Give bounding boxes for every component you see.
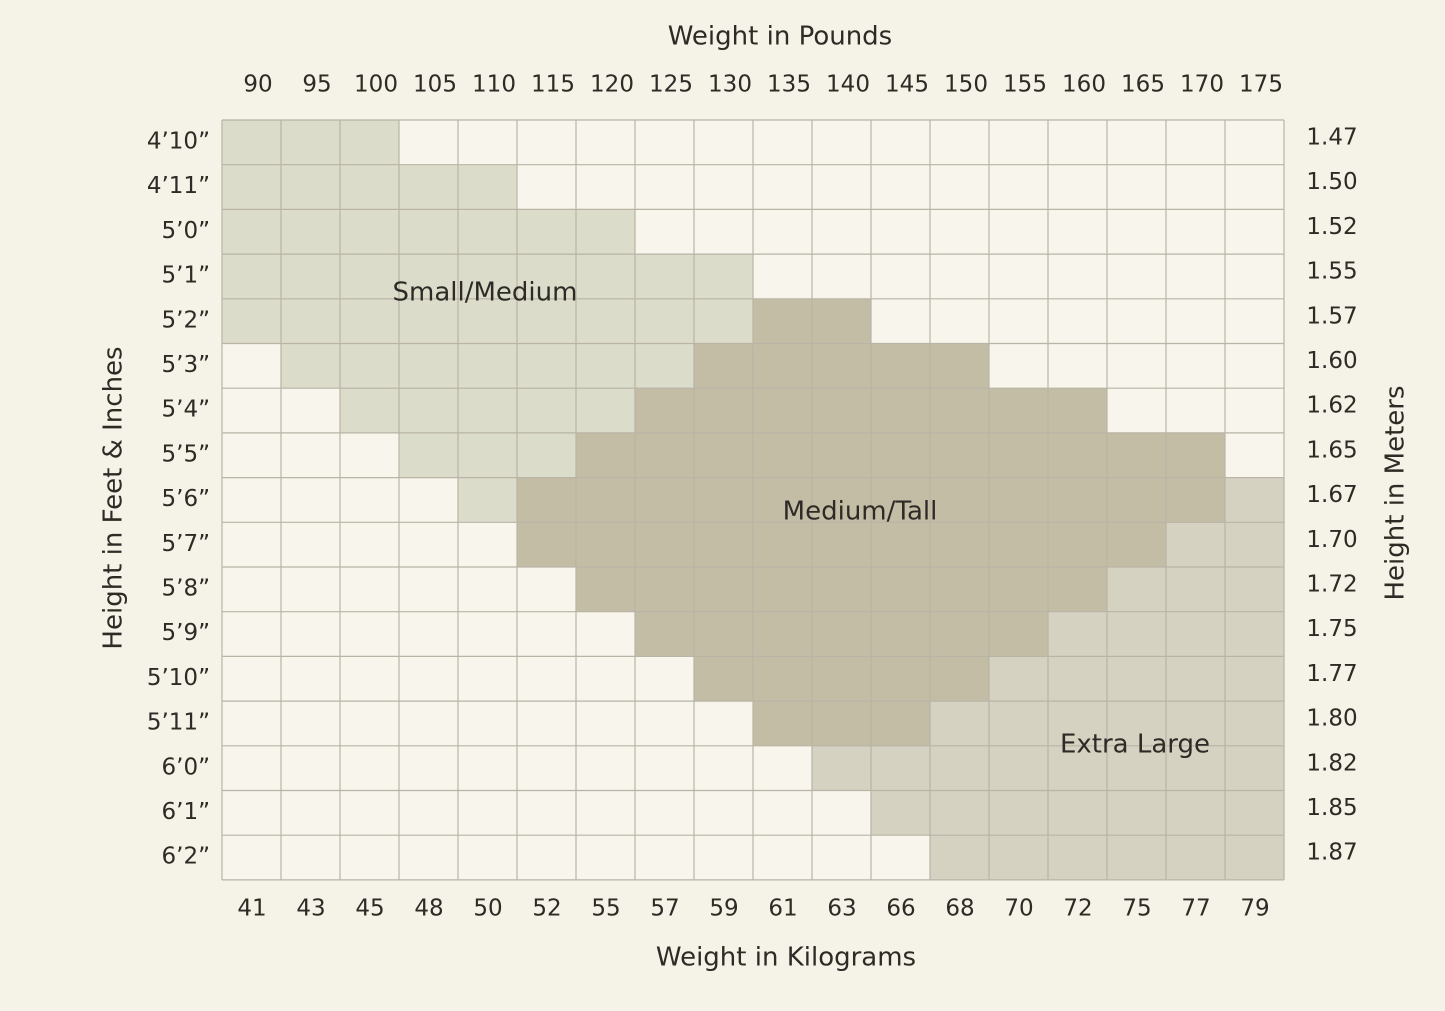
size-region-cell bbox=[517, 522, 1166, 567]
pound-label: 160 bbox=[1062, 72, 1106, 98]
pound-label: 100 bbox=[354, 72, 398, 98]
pound-label: 175 bbox=[1239, 72, 1283, 98]
size-region-cell bbox=[222, 209, 635, 255]
meters-label: 1.67 bbox=[1306, 482, 1357, 508]
size-region-cell bbox=[871, 790, 1284, 836]
feet-inches-label: 5’10” bbox=[147, 665, 210, 691]
kilogram-label: 50 bbox=[473, 896, 502, 922]
feet-inches-label: 5’11” bbox=[147, 710, 210, 736]
top-axis-title: Weight in Pounds bbox=[668, 22, 892, 52]
feet-inches-label: 5’8” bbox=[162, 576, 211, 602]
pound-label: 125 bbox=[649, 72, 693, 98]
meters-label: 1.77 bbox=[1306, 661, 1357, 687]
feet-inches-label: 5’0” bbox=[162, 218, 211, 244]
kilogram-label: 59 bbox=[709, 896, 738, 922]
meters-label: 1.62 bbox=[1306, 393, 1357, 419]
kilogram-label: 45 bbox=[355, 896, 384, 922]
feet-inches-label: 6’2” bbox=[162, 844, 211, 870]
size-region-cell bbox=[635, 611, 1048, 657]
meters-label: 1.57 bbox=[1306, 303, 1357, 329]
pound-label: 120 bbox=[590, 72, 634, 98]
kilogram-label: 72 bbox=[1063, 896, 1092, 922]
size-region-cell bbox=[694, 343, 989, 389]
bottom-axis-title: Weight in Kilograms bbox=[656, 943, 916, 973]
feet-inches-label: 5’3” bbox=[162, 352, 211, 378]
meters-label: 1.52 bbox=[1306, 214, 1357, 240]
size-region-cell bbox=[222, 298, 753, 344]
meters-label: 1.75 bbox=[1306, 616, 1357, 642]
size-region-cell bbox=[1107, 567, 1284, 612]
size-region-cell bbox=[399, 432, 576, 478]
feet-inches-label: 4’11” bbox=[147, 173, 210, 199]
kilogram-label: 52 bbox=[532, 896, 561, 922]
meters-label: 1.60 bbox=[1306, 348, 1357, 374]
pound-label: 110 bbox=[472, 72, 516, 98]
feet-inches-label: 5’1” bbox=[162, 263, 211, 289]
pound-label: 165 bbox=[1121, 72, 1165, 98]
kilogram-label: 57 bbox=[650, 896, 679, 922]
kilogram-label: 66 bbox=[886, 896, 915, 922]
feet-inches-label: 6’1” bbox=[162, 799, 211, 825]
region-label: Medium/Tall bbox=[783, 497, 938, 527]
size-region-cell bbox=[222, 120, 399, 165]
size-region-cell bbox=[576, 432, 1225, 478]
size-region-cell bbox=[694, 656, 989, 702]
feet-inches-label: 5’9” bbox=[162, 620, 211, 646]
meters-label: 1.80 bbox=[1306, 706, 1357, 732]
pound-label: 150 bbox=[944, 72, 988, 98]
pound-label: 105 bbox=[413, 72, 457, 98]
kilogram-label: 77 bbox=[1181, 896, 1210, 922]
meters-label: 1.87 bbox=[1306, 840, 1357, 866]
size-region-cell bbox=[458, 477, 517, 523]
meters-label: 1.85 bbox=[1306, 795, 1357, 821]
meters-label: 1.47 bbox=[1306, 125, 1357, 151]
pound-label: 140 bbox=[826, 72, 870, 98]
pound-label: 155 bbox=[1003, 72, 1047, 98]
meters-label: 1.65 bbox=[1306, 437, 1357, 463]
pound-label: 145 bbox=[885, 72, 929, 98]
kilogram-label: 41 bbox=[237, 896, 266, 922]
pound-label: 170 bbox=[1180, 72, 1224, 98]
pound-label: 90 bbox=[243, 72, 272, 98]
pound-label: 135 bbox=[767, 72, 811, 98]
size-region-cell bbox=[753, 701, 930, 746]
region-label: Extra Large bbox=[1060, 730, 1210, 760]
feet-inches-label: 6’0” bbox=[162, 754, 211, 780]
size-region-cell bbox=[281, 343, 694, 389]
kilogram-label: 43 bbox=[296, 896, 325, 922]
meters-label: 1.50 bbox=[1306, 169, 1357, 195]
kilogram-label: 48 bbox=[414, 896, 443, 922]
kilogram-label: 75 bbox=[1122, 896, 1151, 922]
right-axis-title: Height in Meters bbox=[1381, 385, 1411, 600]
region-label: Small/Medium bbox=[393, 278, 578, 308]
size-region-cell bbox=[222, 254, 753, 299]
meters-label: 1.55 bbox=[1306, 259, 1357, 285]
left-axis-title: Height in Feet & Inches bbox=[99, 346, 129, 649]
size-region-cell bbox=[1225, 477, 1284, 523]
feet-inches-label: 5’5” bbox=[162, 441, 211, 467]
kilogram-label: 79 bbox=[1240, 896, 1269, 922]
feet-inches-label: 4’10” bbox=[147, 129, 210, 155]
feet-inches-label: 5’7” bbox=[162, 531, 211, 557]
meters-label: 1.82 bbox=[1306, 750, 1357, 776]
size-region-cell bbox=[222, 164, 517, 210]
kilogram-label: 70 bbox=[1004, 896, 1033, 922]
size-region-cell bbox=[989, 656, 1284, 702]
pound-label: 130 bbox=[708, 72, 752, 98]
size-region-cell bbox=[576, 567, 1107, 612]
size-region-cell bbox=[340, 388, 635, 433]
meters-label: 1.72 bbox=[1306, 572, 1357, 598]
meters-label: 1.70 bbox=[1306, 527, 1357, 553]
feet-inches-label: 5’4” bbox=[162, 397, 211, 423]
pound-label: 95 bbox=[302, 72, 331, 98]
feet-inches-label: 5’2” bbox=[162, 307, 211, 333]
kilogram-label: 55 bbox=[591, 896, 620, 922]
kilogram-label: 68 bbox=[945, 896, 974, 922]
pound-label: 115 bbox=[531, 72, 575, 98]
kilogram-label: 63 bbox=[827, 896, 856, 922]
kilogram-label: 61 bbox=[768, 896, 797, 922]
feet-inches-label: 5’6” bbox=[162, 486, 211, 512]
